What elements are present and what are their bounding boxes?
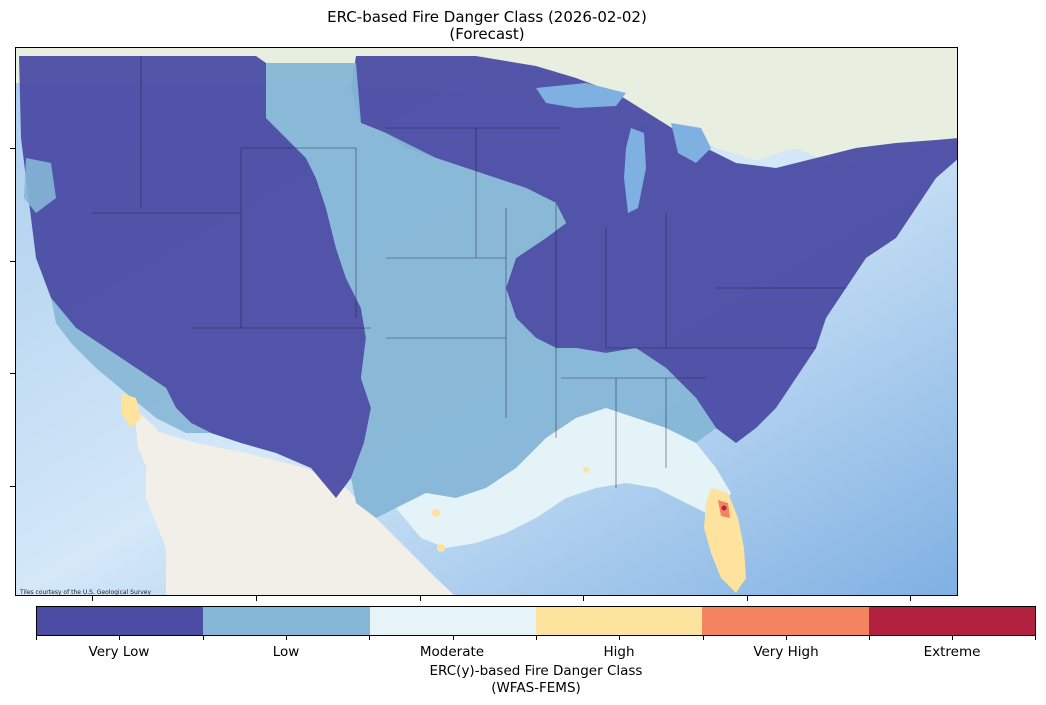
baja-land: [134, 408, 206, 588]
map-title-line2: (Forecast): [449, 25, 525, 43]
danger-low-california: [51, 298, 211, 433]
legend-tick: [286, 636, 287, 640]
y-axis-tick: [10, 373, 15, 374]
danger-very-low-west: [19, 56, 371, 498]
legend-title-line1: ERC(y)-based Fire Danger Class: [429, 663, 643, 679]
x-axis-tick: [420, 596, 421, 601]
legend-tick: [619, 636, 620, 640]
legend-tick: [369, 636, 370, 640]
legend-colorbar: [36, 606, 1036, 636]
legend-label-very-high: Very High: [753, 644, 819, 660]
danger-high-spot: [437, 544, 445, 552]
danger-low-nw-coast: [24, 158, 56, 213]
legend-swatch-high: [535, 607, 703, 635]
x-axis-tick: [256, 596, 257, 601]
legend-swatch-very-low: [37, 607, 204, 635]
mexico-land: [146, 428, 454, 595]
legend-tick: [536, 636, 537, 640]
map-attribution: Tiles courtesy of the U.S. Geological Su…: [19, 589, 151, 596]
danger-high-spot: [432, 509, 440, 517]
x-axis-tick: [910, 596, 911, 601]
legend-tick: [703, 636, 704, 640]
legend-swatch-low: [203, 607, 370, 635]
danger-extreme-spot: [721, 505, 727, 511]
danger-very-low-east: [351, 56, 957, 443]
x-axis-tick: [747, 596, 748, 601]
lake-superior: [536, 83, 626, 108]
legend-label-high: High: [603, 644, 635, 660]
x-axis-tick: [92, 596, 93, 601]
lake-michigan: [624, 128, 646, 213]
legend-tick: [453, 636, 454, 640]
legend-tick: [36, 636, 37, 640]
map-title-line1: ERC-based Fire Danger Class (2026-02-02): [327, 8, 647, 26]
legend-tick: [119, 636, 120, 640]
legend-label-very-low: Very Low: [88, 644, 150, 660]
legend-tick: [1035, 636, 1036, 640]
lake-huron: [671, 123, 711, 163]
state-borders: [91, 56, 846, 488]
x-axis-tick: [583, 596, 584, 601]
legend-label-extreme: Extreme: [923, 644, 981, 660]
legend-swatch-moderate: [369, 607, 536, 635]
danger-low-plains: [266, 63, 716, 518]
legend-tick: [786, 636, 787, 640]
danger-high-spot: [583, 467, 589, 473]
legend-swatch-extreme: [868, 607, 1035, 635]
danger-high-socal: [121, 393, 141, 428]
legend-label-moderate: Moderate: [419, 644, 485, 660]
danger-high-florida: [704, 488, 746, 593]
legend-tick: [869, 636, 870, 640]
y-axis-tick: [10, 148, 15, 149]
y-axis-tick: [10, 261, 15, 262]
legend-title-line2: (WFAS-FEMS): [491, 680, 581, 696]
y-axis-tick: [10, 486, 15, 487]
map-canvas: Tiles courtesy of the U.S. Geological Su…: [16, 48, 957, 596]
danger-moderate-gulf: [396, 408, 731, 548]
fire-danger-map[interactable]: Tiles courtesy of the U.S. Geological Su…: [15, 47, 958, 596]
legend-tick: [203, 636, 204, 640]
legend-swatch-very-high: [702, 607, 869, 635]
legend-label-low: Low: [272, 644, 300, 660]
legend-tick: [952, 636, 953, 640]
